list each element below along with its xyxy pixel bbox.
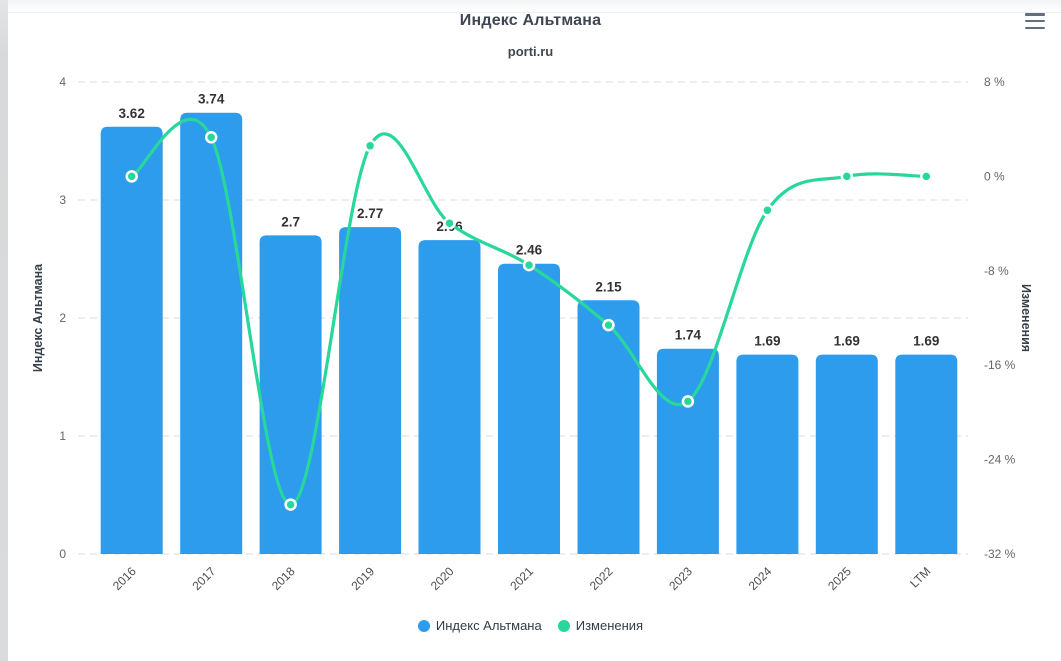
line-point-2024[interactable] bbox=[761, 204, 774, 217]
bar-value-label-2017: 3.74 bbox=[198, 92, 225, 107]
chart-legend: Индекс Альтмана Изменения bbox=[0, 618, 1061, 633]
chart-title: Индекс Альтмана bbox=[459, 12, 602, 29]
y-right-tick-label: -16 % bbox=[984, 358, 1016, 372]
bar-value-label-2025: 1.69 bbox=[834, 334, 860, 349]
bar-value-label-2023: 1.74 bbox=[675, 328, 702, 343]
bar-LTM[interactable] bbox=[895, 354, 958, 554]
x-axis-label-2024: 2024 bbox=[746, 564, 775, 593]
bar-2020[interactable] bbox=[418, 240, 481, 554]
x-axis-label-LTM: LTM bbox=[907, 564, 933, 590]
line-point-2020[interactable] bbox=[443, 216, 456, 230]
x-axis-label-2017: 2017 bbox=[190, 564, 219, 593]
bar-2016[interactable] bbox=[100, 126, 163, 555]
x-axis-label-2023: 2023 bbox=[666, 564, 695, 593]
legend-marker-green bbox=[557, 619, 570, 632]
bar-value-label-2016: 3.62 bbox=[119, 106, 145, 121]
line-point-2018[interactable] bbox=[284, 498, 297, 511]
line-point-2017[interactable] bbox=[204, 131, 218, 144]
bar-2024[interactable] bbox=[736, 354, 799, 554]
changes-line bbox=[130, 117, 928, 507]
y-left-axis-title: Индекс Альтмана bbox=[31, 263, 45, 372]
bar-2019[interactable] bbox=[339, 227, 402, 554]
y-right-tick-label: -32 % bbox=[984, 547, 1016, 561]
y-left-tick-label: 3 bbox=[59, 193, 66, 207]
hamburger-line bbox=[1025, 26, 1045, 29]
y-left-tick-label: 2 bbox=[59, 311, 66, 325]
y-right-tick-label: 0 % bbox=[984, 169, 1005, 183]
x-axis-label-2022: 2022 bbox=[587, 564, 616, 593]
legend-label: Индекс Альтмана bbox=[435, 618, 542, 633]
line-point-2021[interactable] bbox=[522, 258, 536, 272]
top-shadow-band bbox=[8, 0, 1061, 13]
hamburger-menu-icon[interactable] bbox=[1023, 12, 1047, 30]
y-left-tick-label: 4 bbox=[59, 75, 66, 89]
y-right-tick-label: 8 % bbox=[984, 75, 1005, 89]
x-axis-label-2016: 2016 bbox=[110, 564, 139, 593]
line-point-LTM[interactable] bbox=[920, 170, 933, 183]
legend-marker-blue bbox=[417, 619, 430, 632]
bar-2025[interactable] bbox=[815, 354, 878, 554]
bar-value-label-LTM: 1.69 bbox=[913, 334, 939, 349]
bar-value-label-2024: 1.69 bbox=[754, 334, 780, 349]
bar-2017[interactable] bbox=[180, 112, 243, 554]
y-right-tick-label: -8 % bbox=[984, 264, 1009, 278]
line-point-2016[interactable] bbox=[125, 170, 138, 183]
bar-2021[interactable] bbox=[498, 263, 560, 554]
x-axis-label-2025: 2025 bbox=[825, 564, 854, 593]
bar-value-label-2022: 2.15 bbox=[595, 279, 622, 294]
line-point-2025[interactable] bbox=[840, 170, 854, 183]
bar-value-label-2021: 2.46 bbox=[516, 243, 543, 258]
y-right-tick-label: -24 % bbox=[984, 453, 1016, 467]
y-left-tick-label: 1 bbox=[59, 429, 66, 443]
line-point-2019[interactable] bbox=[363, 139, 377, 153]
x-axis-label-2019: 2019 bbox=[348, 564, 377, 593]
legend-item-altman-index[interactable]: Индекс Альтмана bbox=[417, 618, 542, 633]
legend-item-changes[interactable]: Изменения bbox=[557, 618, 644, 633]
x-axis-label-2018: 2018 bbox=[269, 564, 298, 593]
x-axis-label-2021: 2021 bbox=[507, 564, 536, 593]
bar-2022[interactable] bbox=[577, 300, 640, 554]
bar-value-label-2019: 2.77 bbox=[357, 206, 383, 221]
legend-label: Изменения bbox=[575, 618, 644, 633]
y-left-tick-label: 0 bbox=[59, 547, 66, 561]
chart-subtitle: porti.ru bbox=[507, 44, 554, 59]
hamburger-line bbox=[1025, 13, 1045, 16]
hamburger-line bbox=[1025, 19, 1045, 23]
page-left-gutter bbox=[0, 0, 8, 661]
bar-2023[interactable] bbox=[656, 348, 719, 554]
line-point-2022[interactable] bbox=[602, 318, 615, 332]
line-point-2023[interactable] bbox=[681, 395, 695, 408]
y-right-axis-title: Изменения bbox=[1019, 284, 1033, 352]
x-axis-label-2020: 2020 bbox=[428, 564, 457, 593]
bar-value-label-2018: 2.7 bbox=[281, 214, 300, 229]
